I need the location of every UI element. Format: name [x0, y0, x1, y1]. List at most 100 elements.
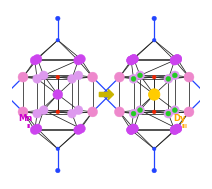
Circle shape: [21, 110, 25, 114]
Circle shape: [53, 90, 63, 99]
Circle shape: [175, 57, 179, 61]
Circle shape: [129, 109, 138, 118]
Circle shape: [74, 56, 83, 65]
Circle shape: [164, 74, 173, 83]
Circle shape: [187, 110, 191, 114]
Text: III: III: [182, 124, 188, 129]
Circle shape: [100, 92, 104, 97]
Circle shape: [173, 54, 182, 64]
Circle shape: [70, 112, 74, 115]
Circle shape: [173, 128, 177, 132]
Circle shape: [88, 72, 98, 82]
Circle shape: [173, 54, 182, 64]
Circle shape: [74, 71, 83, 80]
Circle shape: [170, 106, 179, 115]
Circle shape: [136, 71, 145, 80]
Circle shape: [152, 147, 156, 151]
Circle shape: [91, 110, 94, 114]
Circle shape: [33, 74, 42, 83]
Circle shape: [138, 108, 142, 112]
Circle shape: [39, 71, 48, 80]
Circle shape: [138, 73, 142, 78]
Circle shape: [35, 77, 39, 81]
Circle shape: [56, 110, 60, 114]
Circle shape: [166, 77, 170, 81]
Circle shape: [30, 125, 39, 135]
Circle shape: [76, 124, 85, 133]
Circle shape: [170, 125, 179, 135]
Circle shape: [67, 74, 76, 83]
Circle shape: [35, 127, 39, 130]
Circle shape: [18, 107, 28, 117]
Circle shape: [33, 54, 42, 64]
Circle shape: [152, 75, 156, 79]
Circle shape: [170, 71, 179, 80]
Circle shape: [129, 124, 138, 133]
Circle shape: [152, 38, 156, 42]
Circle shape: [138, 108, 142, 113]
Circle shape: [33, 59, 37, 62]
Circle shape: [74, 125, 83, 135]
Circle shape: [132, 112, 135, 115]
Circle shape: [132, 127, 136, 130]
Circle shape: [170, 56, 179, 65]
Circle shape: [132, 77, 135, 81]
Circle shape: [173, 74, 177, 77]
Circle shape: [131, 111, 136, 116]
Circle shape: [88, 107, 98, 117]
Circle shape: [35, 112, 39, 115]
Circle shape: [67, 109, 76, 118]
Circle shape: [204, 92, 209, 97]
Circle shape: [170, 56, 179, 65]
Circle shape: [136, 106, 145, 115]
Circle shape: [76, 59, 80, 62]
Circle shape: [164, 109, 173, 118]
Circle shape: [33, 124, 42, 133]
Circle shape: [118, 75, 121, 79]
Circle shape: [152, 168, 156, 173]
Circle shape: [129, 124, 138, 133]
Circle shape: [129, 54, 138, 64]
Circle shape: [74, 106, 83, 115]
Circle shape: [166, 112, 170, 115]
Circle shape: [76, 54, 85, 64]
Circle shape: [172, 108, 177, 113]
Circle shape: [129, 59, 133, 62]
Circle shape: [138, 74, 142, 77]
Circle shape: [56, 38, 60, 42]
Circle shape: [21, 75, 25, 79]
Circle shape: [187, 75, 191, 79]
Circle shape: [127, 56, 136, 65]
Circle shape: [77, 74, 80, 77]
Text: Mn: Mn: [18, 114, 32, 123]
Circle shape: [76, 128, 80, 132]
Circle shape: [184, 72, 194, 82]
Circle shape: [70, 77, 74, 81]
Circle shape: [166, 111, 171, 116]
Circle shape: [132, 57, 136, 61]
Circle shape: [127, 56, 136, 65]
Circle shape: [42, 74, 46, 77]
Circle shape: [91, 75, 94, 79]
FancyArrow shape: [99, 89, 114, 100]
Circle shape: [108, 92, 112, 97]
Circle shape: [77, 108, 80, 112]
Circle shape: [118, 110, 121, 114]
Circle shape: [173, 124, 182, 133]
Circle shape: [173, 59, 177, 62]
Circle shape: [56, 168, 60, 173]
Circle shape: [30, 56, 39, 65]
Circle shape: [129, 74, 138, 83]
Circle shape: [131, 76, 136, 81]
Circle shape: [152, 110, 156, 114]
Circle shape: [173, 108, 177, 112]
Circle shape: [184, 107, 194, 117]
Circle shape: [79, 127, 83, 130]
Circle shape: [33, 109, 42, 118]
Circle shape: [152, 16, 156, 21]
Circle shape: [127, 125, 136, 135]
Circle shape: [166, 76, 171, 81]
Text: Dy: Dy: [173, 114, 186, 123]
Circle shape: [35, 57, 39, 61]
Text: II: II: [27, 124, 31, 129]
